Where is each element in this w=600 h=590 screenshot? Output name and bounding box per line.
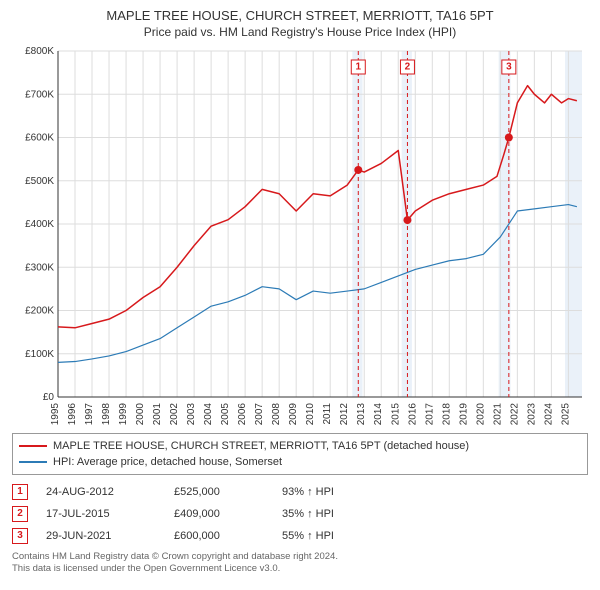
sale-date: 29-JUN-2021 xyxy=(46,525,156,547)
svg-text:2007: 2007 xyxy=(254,403,265,425)
page: MAPLE TREE HOUSE, CHURCH STREET, MERRIOT… xyxy=(0,0,600,590)
legend-item-property: MAPLE TREE HOUSE, CHURCH STREET, MERRIOT… xyxy=(19,438,581,454)
page-subtitle: Price paid vs. HM Land Registry's House … xyxy=(12,25,588,39)
sale-vs-hpi: 55% ↑ HPI xyxy=(282,525,334,547)
svg-text:2022: 2022 xyxy=(509,403,520,425)
svg-text:2017: 2017 xyxy=(424,403,435,425)
chart-container: £0 £100K £200K £300K £400K £500K £600K £700K £80… xyxy=(12,45,588,425)
sale-marker-3: 3 xyxy=(12,528,28,544)
svg-text:£800K: £800K xyxy=(25,46,54,57)
svg-text:2010: 2010 xyxy=(305,403,316,425)
legend-item-hpi: HPI: Average price, detached house, Some… xyxy=(19,454,581,470)
svg-text:2: 2 xyxy=(405,62,411,73)
svg-text:2001: 2001 xyxy=(152,403,163,425)
legend-swatch-property xyxy=(19,445,47,447)
svg-text:2008: 2008 xyxy=(271,403,282,425)
sale-price: £600,000 xyxy=(174,525,264,547)
svg-text:£100K: £100K xyxy=(25,349,54,360)
legend-label-hpi: HPI: Average price, detached house, Some… xyxy=(53,454,282,470)
sale-price: £409,000 xyxy=(174,503,264,525)
svg-text:2006: 2006 xyxy=(237,403,248,425)
svg-text:2003: 2003 xyxy=(186,403,197,425)
legend: MAPLE TREE HOUSE, CHURCH STREET, MERRIOT… xyxy=(12,433,588,475)
svg-text:2025: 2025 xyxy=(560,403,571,425)
svg-text:2015: 2015 xyxy=(390,403,401,425)
sale-marker-2: 2 xyxy=(12,506,28,522)
svg-text:£200K: £200K xyxy=(25,306,54,317)
svg-text:2023: 2023 xyxy=(526,403,537,425)
sale-row: 1 24-AUG-2012 £525,000 93% ↑ HPI xyxy=(12,481,588,503)
sale-date: 24-AUG-2012 xyxy=(46,481,156,503)
svg-text:2009: 2009 xyxy=(288,403,299,425)
sales-table: 1 24-AUG-2012 £525,000 93% ↑ HPI 2 17-JU… xyxy=(12,481,588,547)
svg-text:1998: 1998 xyxy=(101,403,112,425)
svg-text:1997: 1997 xyxy=(84,403,95,425)
svg-text:£700K: £700K xyxy=(25,89,54,100)
legend-swatch-hpi xyxy=(19,461,47,463)
svg-text:£500K: £500K xyxy=(25,176,54,187)
svg-text:2004: 2004 xyxy=(203,403,214,425)
svg-text:2005: 2005 xyxy=(220,403,231,425)
svg-text:1996: 1996 xyxy=(67,403,78,425)
svg-text:2000: 2000 xyxy=(135,403,146,425)
footer-line: This data is licensed under the Open Gov… xyxy=(12,563,588,575)
svg-text:£600K: £600K xyxy=(25,133,54,144)
svg-text:1: 1 xyxy=(355,62,361,73)
sale-row: 3 29-JUN-2021 £600,000 55% ↑ HPI xyxy=(12,525,588,547)
svg-text:2002: 2002 xyxy=(169,403,180,425)
sale-row: 2 17-JUL-2015 £409,000 35% ↑ HPI xyxy=(12,503,588,525)
sale-vs-hpi: 35% ↑ HPI xyxy=(282,503,334,525)
svg-text:2018: 2018 xyxy=(441,403,452,425)
svg-text:1999: 1999 xyxy=(118,403,129,425)
page-title: MAPLE TREE HOUSE, CHURCH STREET, MERRIOT… xyxy=(12,8,588,23)
sale-price: £525,000 xyxy=(174,481,264,503)
footer-line: Contains HM Land Registry data © Crown c… xyxy=(12,551,588,563)
legend-label-property: MAPLE TREE HOUSE, CHURCH STREET, MERRIOT… xyxy=(53,438,469,454)
svg-text:3: 3 xyxy=(506,62,512,73)
sale-marker-1: 1 xyxy=(12,484,28,500)
footer: Contains HM Land Registry data © Crown c… xyxy=(12,551,588,575)
svg-text:2021: 2021 xyxy=(492,403,503,425)
svg-text:2014: 2014 xyxy=(373,403,384,425)
svg-text:2024: 2024 xyxy=(543,403,554,425)
price-chart: £0 £100K £200K £300K £400K £500K £600K £700K £80… xyxy=(12,45,588,425)
svg-text:2012: 2012 xyxy=(339,403,350,425)
svg-text:£0: £0 xyxy=(43,392,55,403)
sale-date: 17-JUL-2015 xyxy=(46,503,156,525)
svg-text:2019: 2019 xyxy=(458,403,469,425)
svg-text:£300K: £300K xyxy=(25,262,54,273)
svg-text:£400K: £400K xyxy=(25,219,54,230)
svg-text:2013: 2013 xyxy=(356,403,367,425)
svg-text:2020: 2020 xyxy=(475,403,486,425)
svg-text:1995: 1995 xyxy=(50,403,61,425)
sale-vs-hpi: 93% ↑ HPI xyxy=(282,481,334,503)
svg-text:2011: 2011 xyxy=(322,403,333,425)
svg-text:2016: 2016 xyxy=(407,403,418,425)
